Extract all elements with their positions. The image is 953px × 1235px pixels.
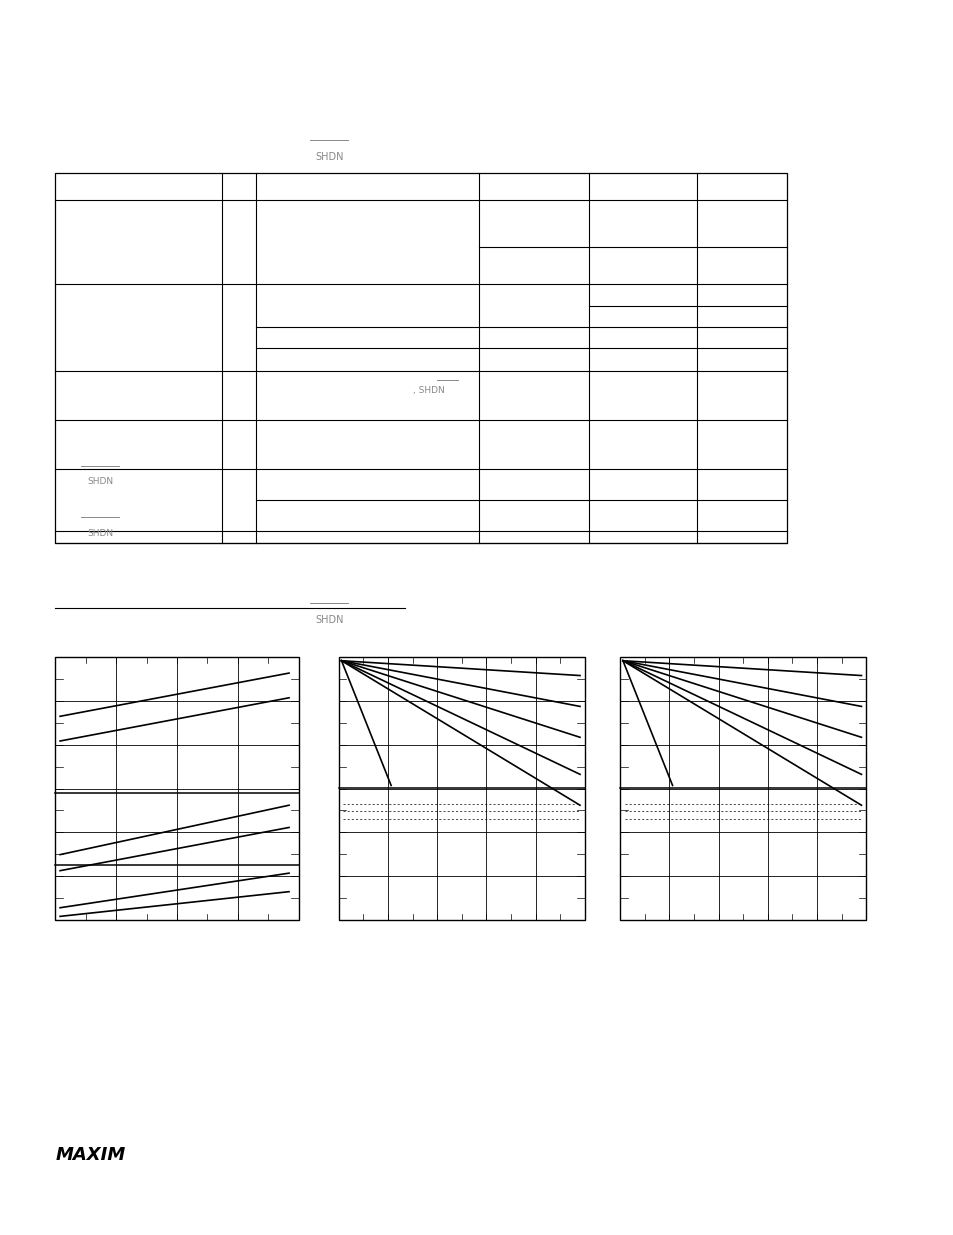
Bar bbox=[619, 657, 865, 920]
Bar bbox=[338, 657, 584, 920]
Text: SHDN: SHDN bbox=[87, 477, 113, 487]
Text: SHDN: SHDN bbox=[314, 152, 343, 162]
Text: SHDN: SHDN bbox=[87, 529, 113, 538]
Bar bbox=[55, 173, 786, 543]
Text: SHDN: SHDN bbox=[314, 615, 343, 625]
Text: MAXIM: MAXIM bbox=[55, 1146, 126, 1163]
Bar bbox=[55, 657, 298, 920]
Text: , SHDN: , SHDN bbox=[413, 385, 445, 395]
